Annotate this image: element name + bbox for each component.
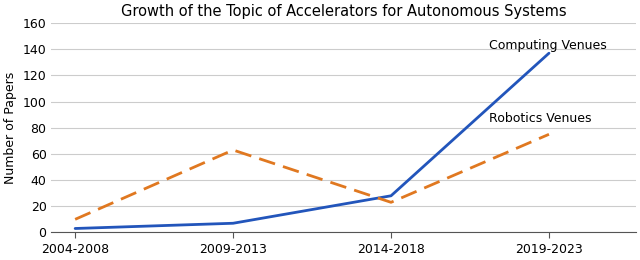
Text: Robotics Venues: Robotics Venues <box>489 112 591 125</box>
Title: Growth of the Topic of Accelerators for Autonomous Systems: Growth of the Topic of Accelerators for … <box>121 4 566 19</box>
Text: Computing Venues: Computing Venues <box>489 39 607 52</box>
Y-axis label: Number of Papers: Number of Papers <box>4 72 17 184</box>
